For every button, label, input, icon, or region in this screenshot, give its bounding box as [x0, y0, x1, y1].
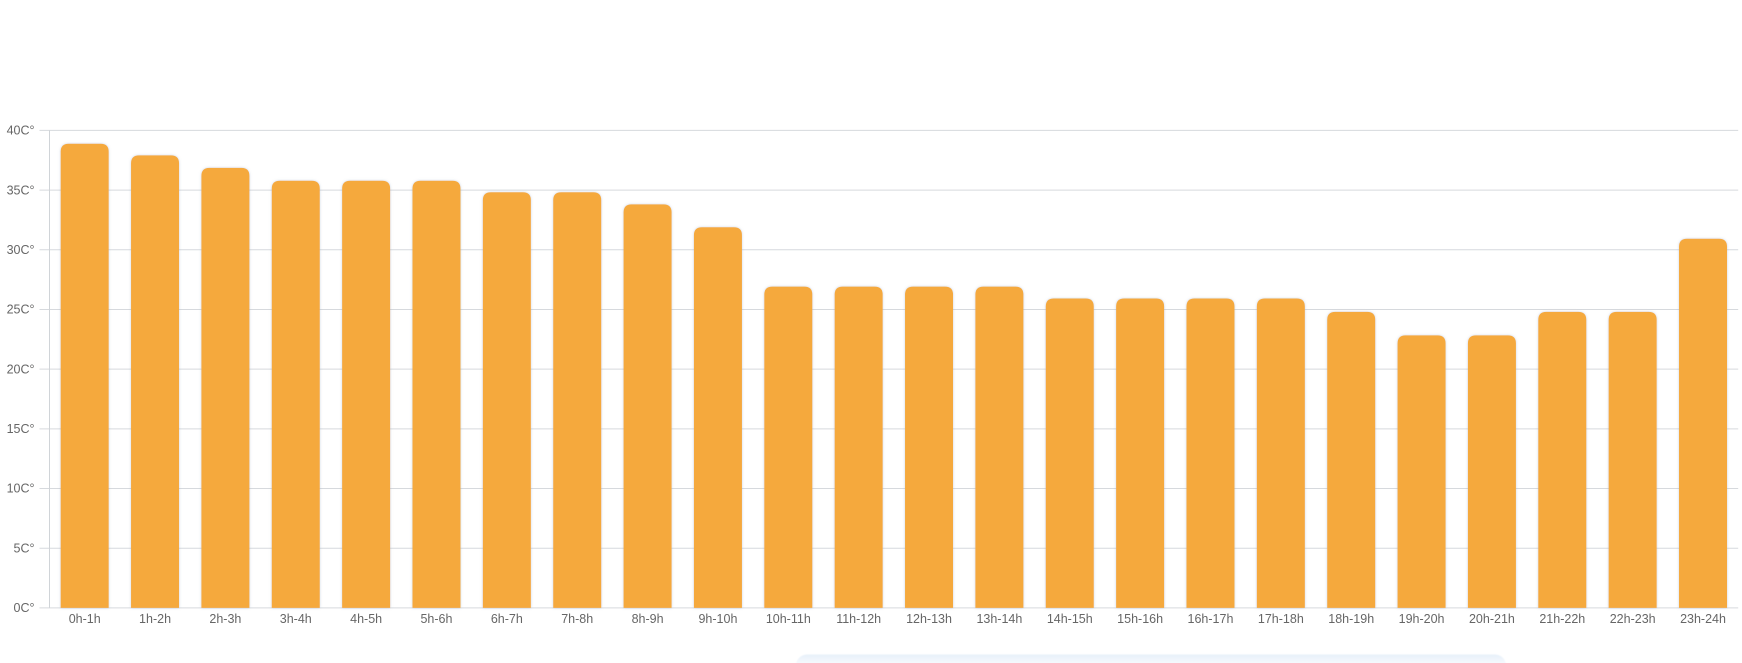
svg-text:0h-1h: 0h-1h: [69, 612, 101, 626]
svg-text:22h-23h: 22h-23h: [1610, 612, 1656, 626]
svg-text:4h-5h: 4h-5h: [350, 612, 382, 626]
svg-text:1h-2h: 1h-2h: [139, 612, 171, 626]
svg-text:11h-12h: 11h-12h: [836, 612, 881, 626]
svg-text:23h-24h: 23h-24h: [1680, 612, 1726, 626]
svg-text:14h-15h: 14h-15h: [1047, 612, 1093, 626]
svg-text:9h-10h: 9h-10h: [698, 612, 737, 626]
svg-text:30C°: 30C°: [7, 243, 35, 257]
svg-text:3h-4h: 3h-4h: [280, 612, 312, 626]
svg-text:20C°: 20C°: [7, 362, 35, 376]
svg-text:0C°: 0C°: [14, 601, 35, 615]
svg-text:2h-3h: 2h-3h: [209, 612, 241, 626]
svg-text:20h-21h: 20h-21h: [1469, 612, 1515, 626]
svg-text:10h-11h: 10h-11h: [766, 612, 811, 626]
svg-text:7h-8h: 7h-8h: [561, 612, 593, 626]
svg-text:5h-6h: 5h-6h: [420, 612, 452, 626]
svg-text:12h-13h: 12h-13h: [906, 612, 952, 626]
svg-text:19h-20h: 19h-20h: [1399, 612, 1445, 626]
svg-text:15h-16h: 15h-16h: [1117, 612, 1163, 626]
svg-text:17h-18h: 17h-18h: [1258, 612, 1304, 626]
svg-text:25C°: 25C°: [7, 303, 35, 317]
svg-text:5C°: 5C°: [14, 541, 35, 555]
svg-text:21h-22h: 21h-22h: [1539, 612, 1585, 626]
svg-text:6h-7h: 6h-7h: [491, 612, 523, 626]
svg-text:40C°: 40C°: [7, 124, 35, 138]
svg-text:8h-9h: 8h-9h: [632, 612, 664, 626]
svg-text:10C°: 10C°: [7, 482, 35, 496]
svg-text:18h-19h: 18h-19h: [1328, 612, 1374, 626]
svg-text:13h-14h: 13h-14h: [976, 612, 1022, 626]
svg-text:15C°: 15C°: [7, 422, 35, 436]
svg-text:35C°: 35C°: [7, 183, 35, 197]
svg-text:16h-17h: 16h-17h: [1188, 612, 1234, 626]
